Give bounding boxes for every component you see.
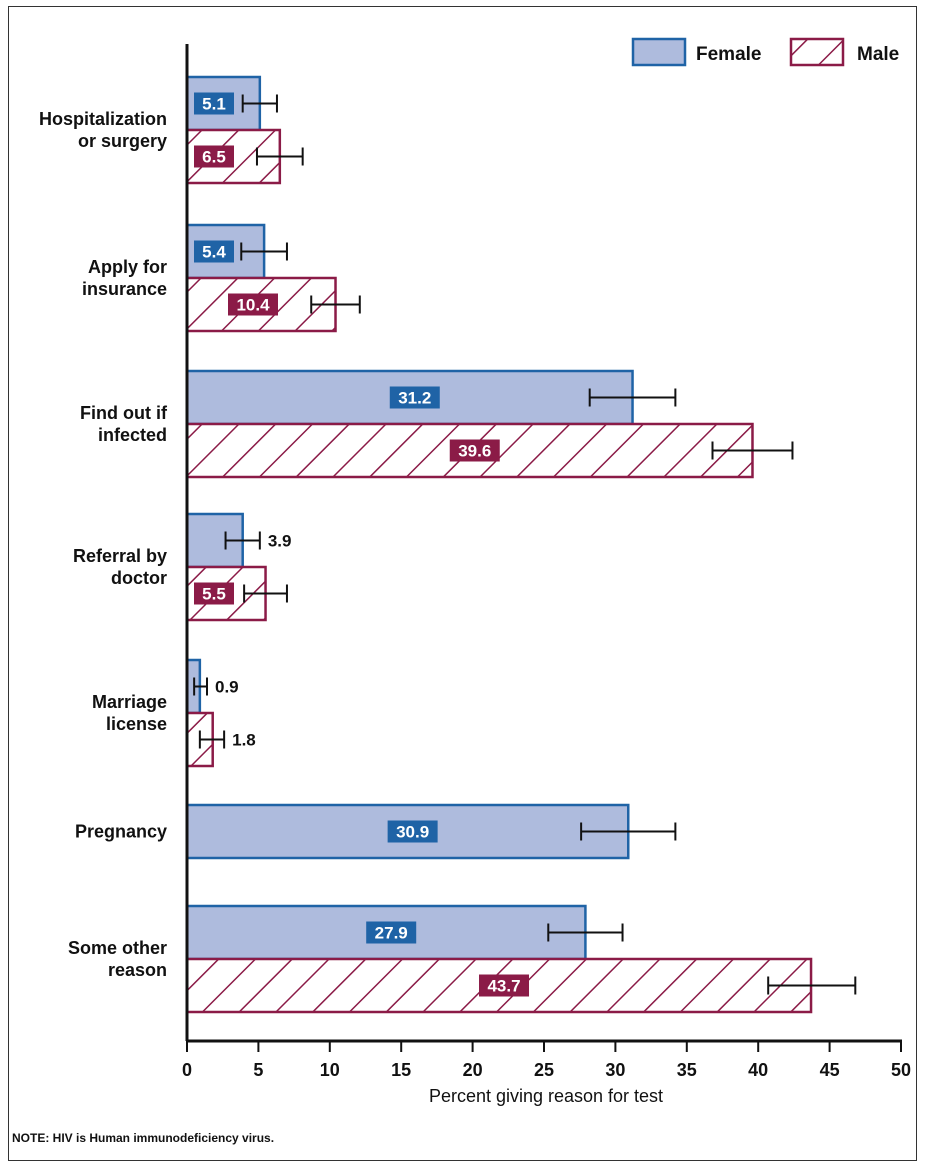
legend-label-male: Male [857,44,899,65]
category-label: or surgery [78,131,167,151]
value-label: 30.9 [396,823,429,842]
x-tick-label: 25 [534,1060,554,1080]
category-label: license [106,714,167,734]
category-label: infected [98,425,167,445]
category-label: Some other [68,938,167,958]
value-label-bg [366,921,417,944]
value-label-bg [228,293,278,316]
x-tick-label: 40 [748,1060,768,1080]
x-axis-title: Percent giving reason for test [429,1086,663,1106]
value-label: 10.4 [236,296,270,315]
footnote: NOTE: HIV is Human immunodeficiency viru… [12,1131,275,1145]
x-tick-label: 35 [677,1060,697,1080]
value-label: 0.9 [215,678,239,697]
x-tick-label: 50 [891,1060,911,1080]
value-label: 31.2 [398,389,431,408]
x-tick-label: 0 [182,1060,192,1080]
category-label: Apply for [88,257,167,277]
legend-swatch-female [631,37,687,67]
value-label-bg [194,240,234,263]
category-label: Hospitalization [39,109,167,129]
value-label: 3.9 [268,532,292,551]
category-label: Pregnancy [75,822,167,842]
value-label-bg [449,439,500,462]
value-label: 5.1 [202,95,226,114]
x-tick-label: 5 [253,1060,263,1080]
value-label: 43.7 [487,977,520,996]
chart-frame [8,6,917,1161]
x-tick-label: 45 [820,1060,840,1080]
value-label-bg [479,974,530,997]
value-label: 39.6 [458,442,491,461]
legend-swatch-male [789,37,845,67]
category-label: Referral by [73,546,167,566]
category-label: Find out if [80,403,168,423]
x-tick-label: 10 [320,1060,340,1080]
value-label: 5.5 [202,585,226,604]
category-label: insurance [82,279,167,299]
value-label: 6.5 [202,148,226,167]
value-label: 5.4 [202,243,226,262]
x-tick-label: 15 [391,1060,411,1080]
x-tick-label: 20 [463,1060,483,1080]
x-tick-label: 30 [605,1060,625,1080]
value-label-bg [387,820,438,843]
value-label: 27.9 [375,924,408,943]
value-label-bg [194,145,234,168]
category-label: reason [108,960,167,980]
value-label-bg [194,92,234,115]
legend-label-female: Female [696,44,761,65]
value-label: 1.8 [232,731,256,750]
category-label: doctor [111,568,167,588]
value-label-bg [389,386,440,409]
category-label: Marriage [92,692,167,712]
value-label-bg [194,582,234,605]
